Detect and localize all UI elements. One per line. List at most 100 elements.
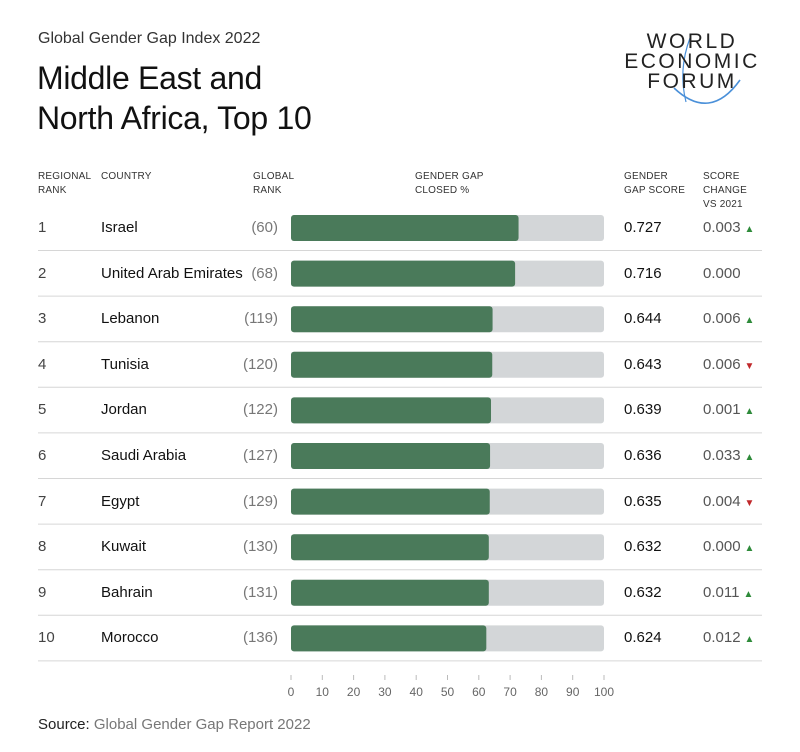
header-score-change: SCORE CHANGE VS 2021: [703, 170, 747, 212]
score-change: 0.001 ▲: [703, 401, 754, 418]
global-rank: (60): [251, 219, 278, 236]
score-change: 0.003 ▲: [703, 219, 754, 236]
regional-rank: 10: [38, 629, 55, 647]
triangle-down-icon: ▼: [744, 360, 755, 372]
global-rank: (68): [251, 264, 278, 282]
header-gap-closed: GENDER GAP CLOSED %: [415, 170, 484, 198]
triangle-up-icon: ▲: [744, 634, 755, 646]
header-gap-score: GENDER GAP SCORE: [624, 170, 685, 198]
triangle-up-icon: ▲: [744, 224, 755, 235]
triangle-down-icon: ▼: [744, 497, 755, 509]
header-gap-score-line-2: GAP SCORE: [624, 185, 686, 196]
header-global-rank-line-1: GLOBAL: [253, 171, 295, 182]
source-note: Source: Global Gender Gap Report 2022: [38, 716, 311, 733]
gap-score: 0.643: [624, 355, 662, 373]
header-country-line-1: COUNTRY: [101, 171, 152, 182]
score-change-value: 0.004: [703, 492, 741, 510]
bar-tunisia: [291, 351, 493, 378]
triangle-up-icon: ▲: [744, 315, 755, 327]
score-change-value: 0.012: [703, 629, 741, 647]
gap-score: 0.624: [624, 629, 662, 647]
logo-line-forum: FORUM: [647, 70, 737, 93]
gap-score: 0.632: [624, 583, 662, 601]
header-regional-rank-line-2: RANK: [38, 185, 67, 196]
header-global-rank-line-2: RANK: [253, 185, 282, 196]
wef-logo: WORLD ECONOMIC FORUM: [612, 30, 772, 110]
country-name: Egypt: [101, 492, 140, 510]
global-rank: (120): [242, 355, 278, 373]
country-name: Tunisia: [101, 355, 149, 373]
regional-rank: 3: [38, 310, 47, 328]
triangle-up-icon: ▲: [743, 588, 754, 600]
x-tick-label: 100: [594, 685, 614, 699]
bar-lebanon: [291, 306, 493, 333]
regional-rank: 9: [38, 583, 47, 601]
chart-subtitle: Global Gender Gap Index 2022: [38, 30, 261, 47]
x-tick-label: 50: [441, 685, 455, 699]
gap-score: 0.635: [624, 492, 662, 510]
global-rank: (127): [242, 447, 278, 464]
bar-saudi-arabia: [291, 443, 491, 469]
global-rank: (136): [242, 629, 278, 647]
header-gap-closed-line-2: CLOSED %: [415, 185, 470, 196]
gap-score: 0.636: [624, 447, 662, 464]
country-name: Jordan: [101, 401, 147, 419]
logo-line-world: WORLD: [646, 30, 738, 53]
country-name: Morocco: [101, 629, 159, 647]
x-tick-label: 40: [410, 685, 424, 699]
x-tick-label: 70: [503, 685, 517, 699]
logo-line-economic: ECONOMIC: [624, 50, 760, 73]
gap-score: 0.644: [624, 310, 662, 328]
global-rank: (119): [244, 310, 278, 328]
score-change: 0.004 ▼: [703, 493, 754, 510]
source-label: Source:: [38, 716, 90, 733]
gap-score: 0.716: [624, 264, 662, 282]
score-change: 0.006 ▲: [703, 310, 754, 327]
regional-rank: 4: [38, 355, 47, 373]
triangle-up-icon: ▲: [744, 543, 755, 555]
score-change-value: 0.006: [703, 310, 741, 328]
regional-rank: 1: [38, 219, 47, 236]
bar-bahrain: [291, 579, 489, 606]
score-change-value: 0.001: [703, 401, 741, 419]
header-regional-rank: REGIONAL RANK: [38, 170, 91, 198]
global-rank: (131): [242, 583, 278, 601]
regional-rank: 2: [38, 264, 47, 282]
bar-united-arab-emirates: [291, 260, 516, 287]
country-name: Lebanon: [101, 310, 160, 328]
score-change-value: 0.000: [703, 264, 741, 282]
score-change: 0.006 ▼: [703, 356, 754, 373]
source-text: Global Gender Gap Report 2022: [93, 716, 311, 733]
chart-title-line-2: North Africa, Top 10: [37, 100, 312, 136]
wef-logo-arc-icon: [673, 37, 741, 104]
score-change: 0.011 ▲: [703, 584, 753, 601]
header-score-change-line-3: VS 2021: [703, 199, 743, 210]
country-name: Israel: [101, 219, 138, 236]
x-tick-label: 10: [316, 685, 330, 699]
gap-score: 0.727: [624, 219, 662, 236]
global-rank: (122): [242, 401, 278, 419]
score-change-value: 0.000: [703, 538, 741, 556]
triangle-up-icon: ▲: [744, 406, 755, 418]
score-change-value: 0.006: [703, 355, 741, 373]
bar-morocco: [291, 625, 487, 652]
chart-title: Middle East and North Africa, Top 10: [37, 58, 312, 138]
gap-score: 0.639: [624, 401, 662, 419]
bar-israel: [291, 215, 519, 241]
bar-jordan: [291, 397, 492, 424]
gap-score: 0.632: [624, 538, 662, 556]
triangle-up-icon: ▲: [744, 452, 755, 463]
regional-rank: 8: [38, 538, 47, 556]
regional-rank: 5: [38, 401, 47, 419]
header-country: COUNTRY: [101, 170, 152, 184]
x-tick-label: 0: [288, 685, 295, 699]
country-name: Kuwait: [101, 538, 147, 556]
country-name: Saudi Arabia: [101, 447, 187, 464]
header-gap-score-line-1: GENDER: [624, 171, 668, 182]
global-rank: (129): [242, 492, 278, 510]
score-change: 0.000: [703, 265, 741, 282]
header-score-change-line-2: CHANGE: [703, 185, 747, 196]
regional-rank: 6: [38, 447, 47, 464]
score-change-value: 0.033: [703, 447, 741, 464]
